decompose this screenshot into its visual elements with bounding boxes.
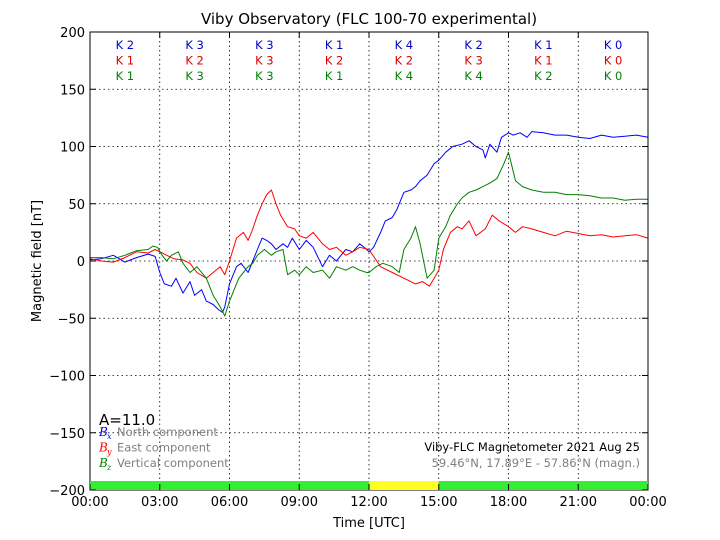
k-index-label: K 0 — [604, 54, 623, 68]
k-index-label: K 3 — [185, 69, 204, 83]
x-axis: 00:00 03:00 06:00 09:00 12:00 15:00 18:00 21:00… — [71, 32, 667, 510]
x-tick-label: 09:00 — [281, 495, 318, 510]
series-line-2 — [89, 189, 649, 287]
k-index-label: K 1 — [534, 38, 553, 52]
x-tick-label: 03:00 — [141, 495, 178, 510]
legend-subscript: x — [107, 432, 112, 441]
k-index-label: K 2 — [534, 69, 553, 83]
k-index-label: K 1 — [116, 54, 135, 68]
info-line-1: Viby-FLC Magnetometer 2021 Aug 25 — [424, 440, 640, 454]
y-tick-label: −150 — [49, 427, 85, 442]
k-index-label: K 4 — [395, 69, 414, 83]
chart-title: Viby Observatory (FLC 100-70 experimenta… — [201, 10, 537, 28]
k-index-label: K 4 — [464, 69, 483, 83]
x-axis-label: Time [UTC] — [332, 516, 405, 531]
k-index-label: K 2 — [185, 54, 204, 68]
k-index-label: K 3 — [255, 54, 274, 68]
info-line-2: 59.46°N, 17.89°E - 57.86°N (magn.) — [432, 456, 640, 470]
y-tick-label: 0 — [77, 255, 85, 270]
x-tick-label: 00:00 — [629, 495, 666, 510]
k-index-label: K 1 — [534, 54, 553, 68]
legend-subscript: y — [106, 448, 112, 457]
x-tick-label: 18:00 — [490, 495, 527, 510]
y-tick-label: 150 — [60, 83, 85, 98]
legend-symbol: B — [98, 441, 108, 455]
k-index-label: K 0 — [604, 69, 623, 83]
activity-bar-segment — [438, 481, 648, 490]
y-tick-label: 100 — [60, 141, 85, 156]
k-index-label: K 4 — [395, 38, 414, 52]
legend-label: North component — [117, 425, 218, 439]
x-tick-label: 06:00 — [211, 495, 248, 510]
y-axis: −200 −150 −100 −50 0 50 100 150 200 — [49, 26, 648, 499]
series-line-3 — [90, 151, 648, 317]
y-tick-label: −100 — [49, 370, 85, 385]
k-index-label: K 3 — [255, 38, 274, 52]
y-axis-label: Magnetic field [nT] — [30, 200, 45, 322]
k-index-label: K 3 — [185, 38, 204, 52]
grid-lines — [90, 32, 648, 490]
k-index-label: K 2 — [464, 38, 483, 52]
k-index-label: K 2 — [116, 38, 135, 52]
data-series — [89, 131, 649, 317]
k-index-label: K 3 — [255, 69, 274, 83]
x-tick-label: 15:00 — [420, 495, 457, 510]
legend-label: East component — [117, 441, 211, 455]
k-index-label: K 0 — [604, 38, 623, 52]
y-tick-label: 200 — [60, 26, 85, 41]
y-tick-label: 50 — [68, 198, 85, 213]
x-tick-label: 21:00 — [560, 495, 597, 510]
k-index-label: K 3 — [464, 54, 483, 68]
legend-subscript: z — [106, 463, 112, 472]
k-index-label: K 2 — [325, 54, 344, 68]
legend-symbol: B — [98, 456, 108, 470]
y-tick-label: −50 — [58, 312, 85, 327]
k-index-label: K 1 — [116, 69, 135, 83]
x-tick-label: 12:00 — [350, 495, 387, 510]
y-tick-label: −200 — [49, 484, 85, 499]
k-index-label: K 2 — [395, 54, 414, 68]
activity-bar-segment — [369, 481, 439, 490]
a-index: A=11.0 — [99, 411, 155, 429]
legend-label: Vertical component — [117, 456, 229, 470]
x-tick-label: 00:00 — [71, 495, 108, 510]
k-index-label: K 1 — [325, 38, 344, 52]
legend-symbol: B — [98, 425, 108, 439]
k-index-label: K 1 — [325, 69, 344, 83]
